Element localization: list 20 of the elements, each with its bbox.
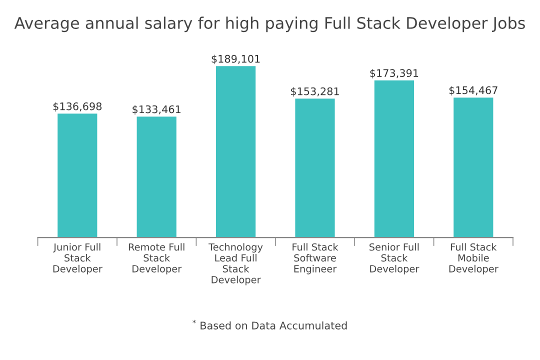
x-tick-label: Technology Lead Full Stack Developer	[208, 243, 263, 286]
data-label: $136,698	[53, 102, 102, 112]
data-label: $173,391	[370, 68, 418, 78]
bar	[374, 80, 414, 238]
x-tick-label: Junior Full Stack Developer	[53, 243, 102, 274]
x-tick-label: Full Stack Mobile Developer	[449, 243, 498, 274]
data-label: $153,281	[291, 87, 339, 97]
text: $^{*}$ Based on Data Accumulated	[192, 320, 347, 330]
data-label: $189,101	[212, 54, 260, 64]
x-tick-label: Remote Full Stack Developer	[128, 243, 184, 274]
bar	[216, 66, 256, 238]
bar	[136, 116, 176, 238]
bar	[295, 98, 335, 238]
chart-title: Average annual salary for high paying Full Stack Developer Jobs	[14, 16, 525, 32]
data-label: $133,461	[132, 105, 180, 115]
x-tick-label: Senior Full Stack Developer	[370, 243, 420, 274]
x-tick-label: Full Stack Software Engineer	[292, 243, 338, 274]
data-label: $154,467	[449, 86, 498, 96]
bar	[58, 114, 98, 238]
bar	[454, 98, 494, 238]
